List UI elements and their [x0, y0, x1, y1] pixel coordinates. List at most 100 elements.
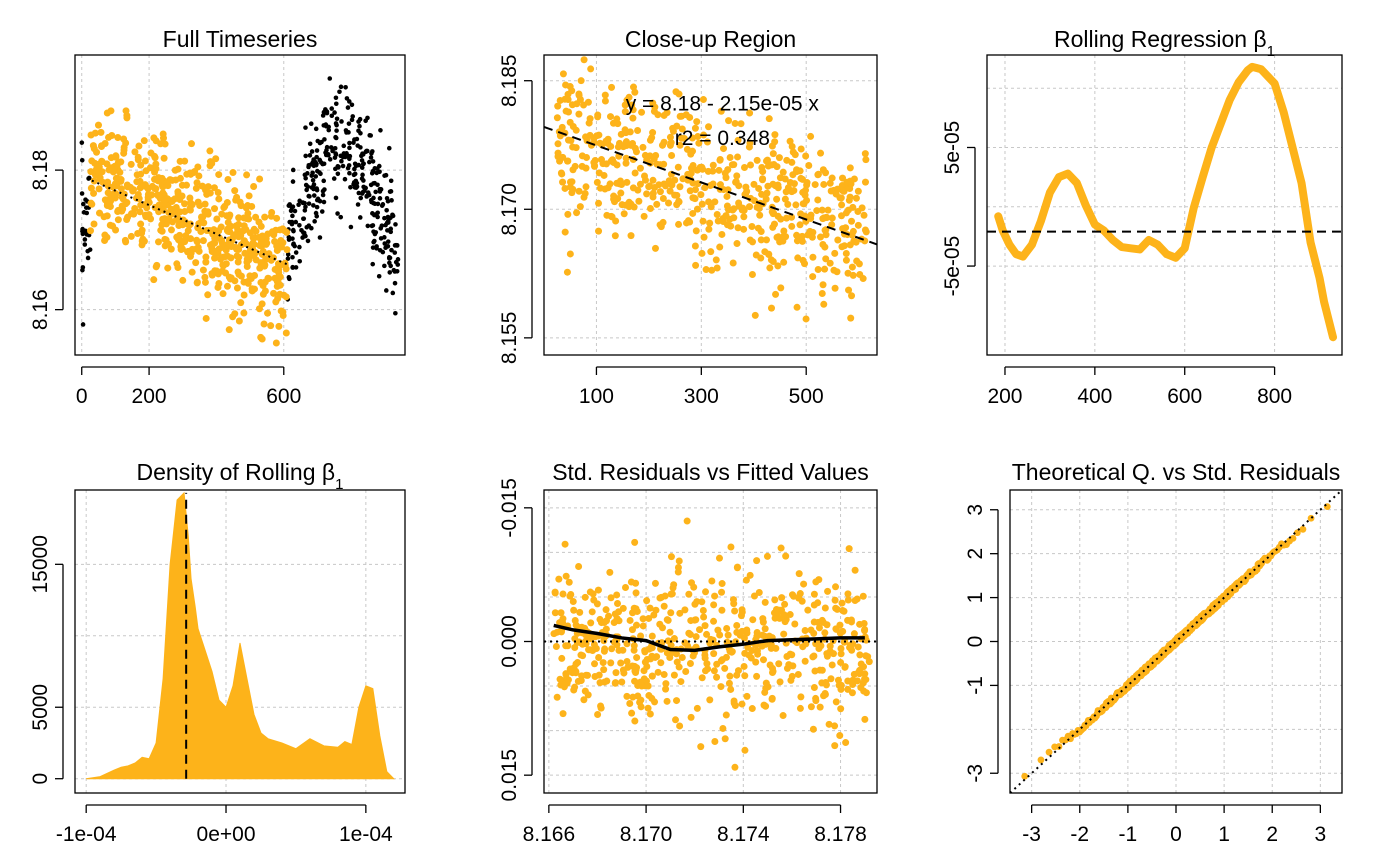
scatter-point [698, 598, 706, 606]
y-tick-label: 8.155 [498, 312, 521, 365]
scatter-point [776, 678, 784, 686]
scatter-point [722, 212, 730, 220]
scatter-point [186, 252, 194, 260]
scatter-point [692, 227, 700, 235]
scatter-point [621, 126, 629, 134]
scatter-point [646, 152, 654, 160]
gridlines [987, 55, 1342, 355]
scatter-point [840, 242, 848, 250]
scatter-point-black [309, 225, 314, 231]
scatter-point [586, 646, 594, 654]
scatter-point [637, 696, 645, 704]
scatter-point [202, 258, 210, 266]
scatter-point [211, 205, 219, 213]
scatter-point-black [385, 244, 391, 249]
scatter-point [715, 554, 723, 562]
scatter-point [840, 607, 848, 615]
scatter-point [553, 114, 561, 122]
scatter-point [784, 200, 792, 208]
scatter-point [275, 322, 283, 330]
scatter-point [595, 199, 603, 207]
scatter-point [650, 107, 658, 115]
scatter-point [121, 236, 129, 244]
scatter-point [694, 133, 702, 141]
scatter-point [276, 290, 284, 298]
scatter-point [573, 100, 581, 108]
scatter-point [610, 158, 618, 166]
scatter-point [737, 120, 745, 128]
scatter-point [764, 182, 772, 190]
scatter-point [591, 672, 599, 680]
scatter-point [846, 193, 854, 201]
scatter-point [708, 266, 716, 274]
scatter-point-black [317, 157, 323, 163]
scatter-point [653, 160, 661, 168]
scatter-point [850, 630, 858, 638]
scatter-point-black [290, 167, 296, 173]
scatter-point [681, 639, 689, 647]
scatter-point [666, 653, 674, 661]
scatter-point-black [315, 138, 321, 144]
scatter-point [229, 169, 237, 177]
scatter-point [562, 572, 570, 580]
scatter-point [854, 643, 862, 651]
scatter-point [561, 228, 569, 236]
scatter-point [766, 264, 774, 272]
scatter-point-black [352, 166, 357, 172]
scatter-point [620, 210, 628, 218]
scatter-point [93, 148, 101, 156]
scatter-point [255, 233, 263, 241]
scatter-point [577, 77, 585, 85]
scatter-point [684, 217, 692, 225]
scatter-point [663, 697, 671, 705]
scatter-point [556, 675, 564, 683]
scatter-point [706, 219, 714, 227]
scatter-point [672, 716, 680, 724]
scatter-point [732, 178, 740, 186]
scatter-point [260, 320, 268, 328]
scatter-point [814, 265, 822, 273]
scatter-point [202, 186, 210, 194]
scatter-point [771, 138, 779, 146]
scatter-point-black [79, 191, 85, 196]
scatter-point [807, 703, 815, 711]
scatter-point [820, 300, 828, 308]
scatter-point [646, 136, 654, 144]
scatter-point [710, 650, 718, 658]
scatter-point [734, 136, 742, 144]
scatter-point [666, 133, 674, 141]
scatter-point [811, 181, 819, 189]
scatter-point [588, 608, 596, 616]
scatter-point [826, 259, 834, 267]
scatter-point [796, 590, 804, 598]
scatter-point-black [343, 84, 348, 90]
scatter-point [847, 618, 855, 626]
scatter-point [637, 632, 645, 640]
x-tick-label: 8.170 [620, 823, 673, 846]
scatter-point-black [377, 196, 383, 201]
scatter-point [828, 661, 836, 669]
scatter-point [668, 181, 676, 189]
scatter-point [235, 317, 243, 325]
scatter-point [675, 90, 683, 98]
scatter-point [733, 240, 741, 248]
scatter-point [673, 122, 681, 130]
y-tick-label: 0.015 [498, 749, 521, 802]
data-layer [987, 62, 1342, 342]
qq-point [1299, 525, 1307, 533]
scatter-point [698, 249, 706, 257]
scatter-point [632, 605, 640, 613]
scatter-point-black [83, 205, 89, 210]
scatter-point [836, 732, 844, 740]
scatter-point [248, 287, 256, 295]
scatter-point [89, 142, 97, 150]
scatter-point-black [285, 256, 291, 261]
panel-density-rolling: -1e-04 0e+00 1e-04 0 5000 15000 Density of Rol… [29, 459, 406, 846]
scatter-point [259, 247, 267, 255]
scatter-point [122, 107, 130, 115]
scatter-point-black [370, 159, 376, 164]
scatter-point [696, 626, 704, 634]
scatter-point [823, 214, 831, 222]
scatter-point [577, 677, 585, 685]
scatter-point-black [297, 258, 303, 264]
